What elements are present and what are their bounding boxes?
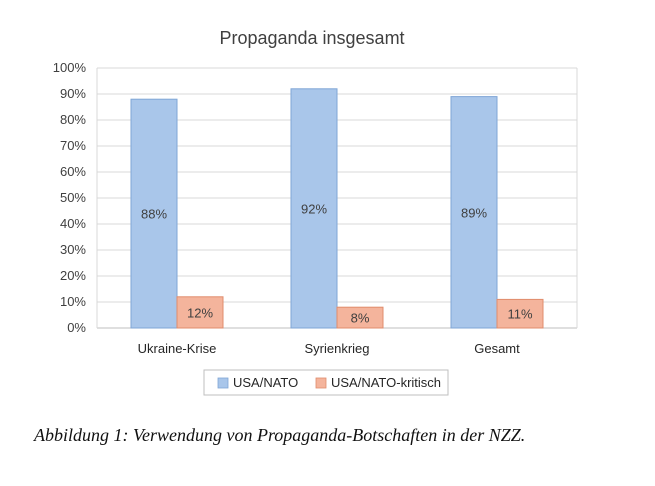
bars: 88% 12% 92% 8% 89% 11% [130,88,544,329]
category-label: Gesamt [474,341,520,356]
legend-swatch-usa-nato-kritisch [315,377,327,389]
bar-usa-nato [290,88,338,329]
y-tick-label: 70% [60,138,86,153]
y-tick-label: 100% [53,60,87,75]
data-label: 89% [461,205,487,220]
bar-usa-nato-kritisch [336,306,384,329]
bar-usa-nato-kritisch [496,298,544,329]
bar-usa-nato [450,96,498,329]
data-label: 12% [187,305,213,320]
y-tick-label: 40% [60,216,86,231]
chart-title: Propaganda insgesamt [219,28,404,48]
legend: USA/NATO USA/NATO-kritisch [203,369,449,396]
y-tick-label: 60% [60,164,86,179]
bar-usa-nato-kritisch [176,296,224,329]
data-label: 8% [351,311,370,326]
y-tick-label: 10% [60,294,86,309]
y-tick-label: 30% [60,242,86,257]
category-label: Syrienkrieg [304,341,369,356]
figure-caption: Abbildung 1: Verwendung von Propaganda-B… [34,425,526,445]
category-labels: Ukraine-Krise Syrienkrieg Gesamt [138,341,521,356]
legend-swatch-usa-nato [217,377,229,389]
legend-label-usa-nato-kritisch: USA/NATO-kritisch [331,375,441,390]
data-label: 88% [141,207,167,222]
y-axis-ticks: 0% 10% 20% 30% 40% 50% 60% 70% 80% 90% 100% [53,60,87,335]
data-label: 92% [301,201,327,216]
y-tick-label: 80% [60,112,86,127]
legend-label-usa-nato: USA/NATO [233,375,298,390]
category-label: Ukraine-Krise [138,341,217,356]
y-tick-label: 50% [60,190,86,205]
y-tick-label: 90% [60,86,86,101]
y-tick-label: 20% [60,268,86,283]
data-label: 11% [507,307,532,322]
bar-usa-nato [130,98,178,329]
y-tick-label: 0% [67,320,86,335]
